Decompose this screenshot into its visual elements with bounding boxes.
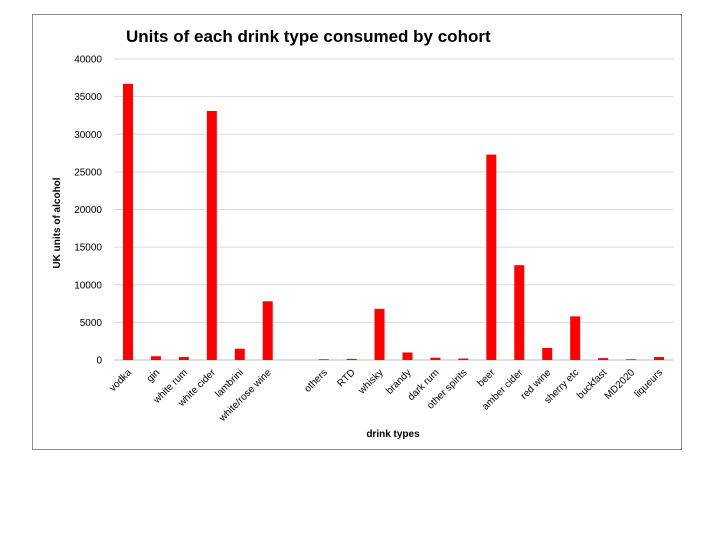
y-tick-label: 20000: [74, 205, 102, 216]
bar-whisky: [374, 308, 385, 360]
chart-frame: Units of each drink type consumed by coh…: [32, 14, 682, 450]
y-tick-label: 10000: [74, 280, 102, 291]
bar-red-wine: [542, 347, 553, 360]
bar-white-rum: [178, 356, 189, 360]
x-tick-label: vodka: [107, 367, 134, 394]
bar-md2020: [626, 359, 637, 360]
bar-others: [318, 359, 329, 360]
y-tick-label: 5000: [80, 318, 103, 329]
bar-buckfast: [598, 358, 609, 360]
bar-white-rose-wine: [262, 301, 273, 360]
bar-beer: [486, 154, 497, 360]
bar-amber-cider: [514, 265, 525, 360]
x-axis-label: drink types: [366, 429, 420, 440]
y-tick-label: 0: [96, 356, 102, 367]
x-tick-label: RTD: [336, 367, 358, 389]
chart-title: Units of each drink type consumed by coh…: [126, 27, 491, 46]
bar-brandy: [402, 352, 413, 360]
bar-other-spirits: [458, 358, 469, 360]
x-tick-label: beer: [476, 367, 498, 389]
y-tick-label: 25000: [74, 167, 102, 178]
x-tick-label: others: [302, 367, 329, 394]
y-tick-label: 40000: [74, 55, 102, 66]
y-tick-label: 15000: [74, 243, 102, 254]
bar-gin: [150, 356, 161, 360]
x-tick-label: whisky: [356, 367, 386, 397]
bar-vodka: [122, 83, 133, 361]
bar-sherry-etc: [570, 316, 581, 360]
y-tick-label: 35000: [74, 92, 102, 103]
y-axis-label: UK units of alcohol: [52, 177, 63, 268]
bar-lambrini: [234, 348, 245, 360]
bar-liqueurs: [654, 356, 665, 360]
bar-chart: Units of each drink type consumed by coh…: [52, 27, 673, 440]
x-tick-label: white/rose wine: [217, 367, 275, 425]
x-tick-label: liqueurs: [633, 367, 666, 400]
bar-dark-rum: [430, 357, 441, 360]
bar-rtd: [346, 358, 357, 360]
bar-white-cider: [206, 110, 217, 360]
y-tick-label: 30000: [74, 130, 102, 141]
x-tick-label: gin: [145, 367, 162, 384]
x-tick-label: MD2020: [603, 367, 638, 402]
